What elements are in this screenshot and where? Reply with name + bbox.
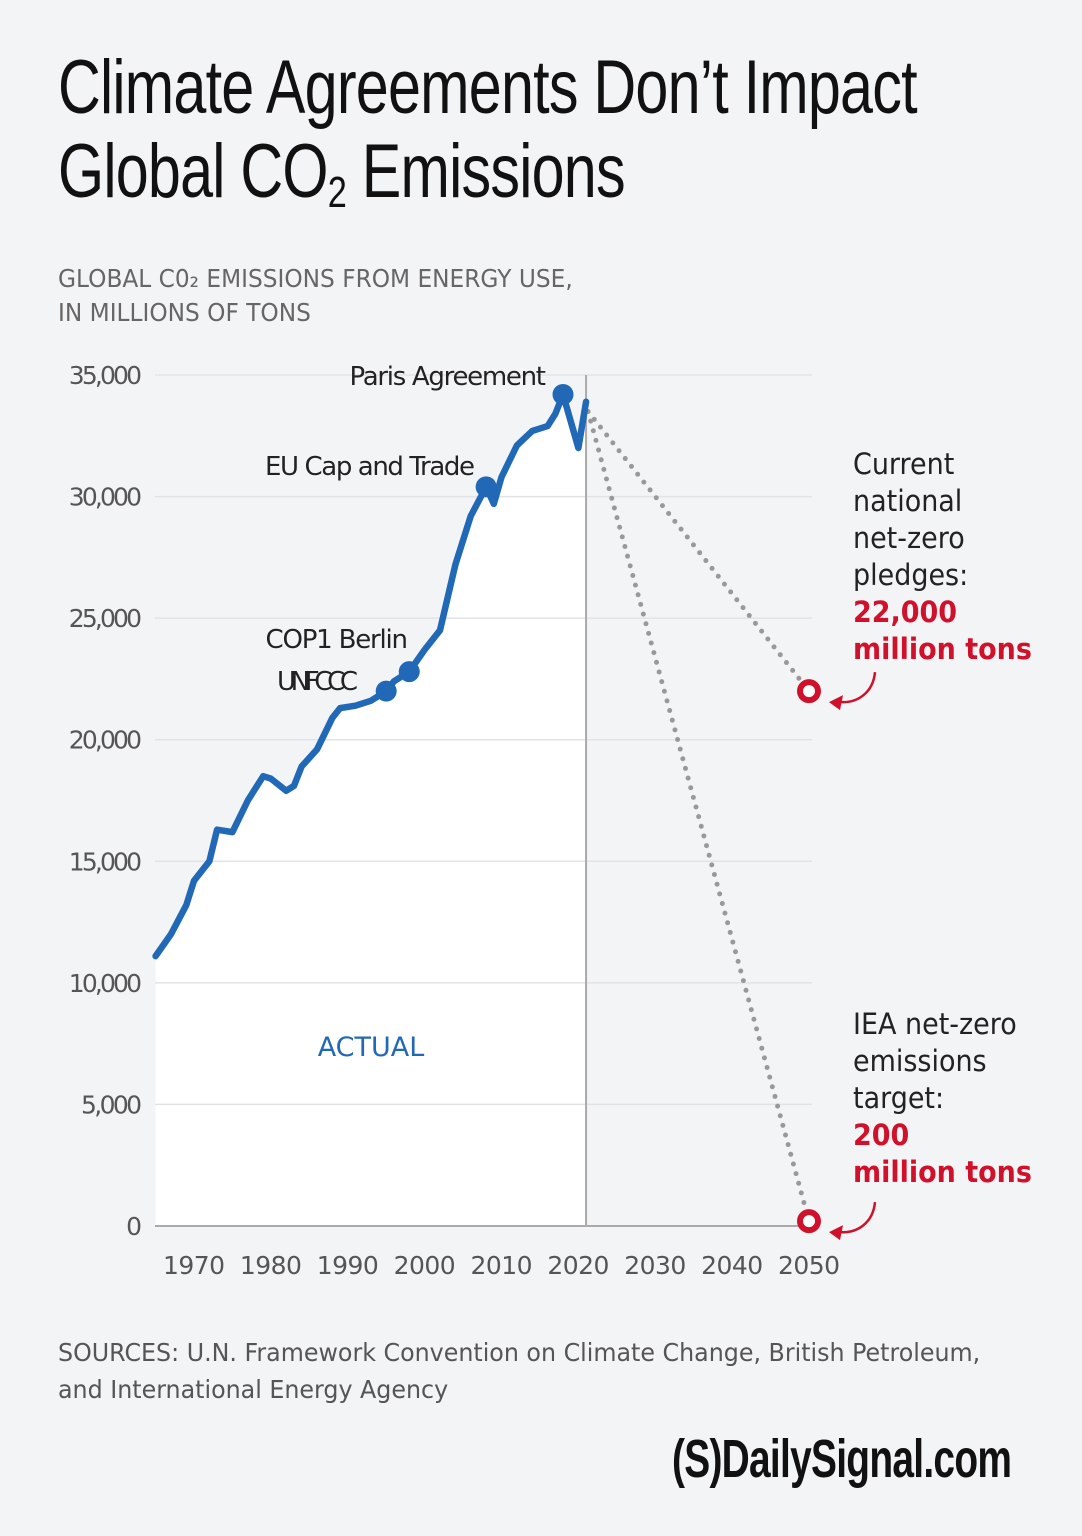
annotation-line: net-zero xyxy=(853,521,965,555)
sources-line-2: and International Energy Agency xyxy=(58,1375,449,1404)
sources-line-1: SOURCES: U.N. Framework Convention on Cl… xyxy=(58,1338,981,1367)
annotation-value: 22,000 xyxy=(853,595,958,629)
event-label: Paris Agreement xyxy=(350,362,547,392)
title-text: Emissions xyxy=(346,129,626,214)
y-tick-label: 20,000 xyxy=(69,726,142,755)
event-marker xyxy=(552,383,574,405)
annotation-value: 200 xyxy=(853,1118,910,1152)
x-tick-label: 2010 xyxy=(471,1251,533,1280)
y-tick-label: 15,000 xyxy=(69,847,142,876)
event-label: UNFCCC xyxy=(277,667,358,697)
x-tick-label: 2040 xyxy=(701,1251,763,1280)
y-tick-label: 0 xyxy=(126,1212,142,1241)
emissions-line xyxy=(152,391,590,960)
x-tick-label: 1990 xyxy=(317,1251,379,1280)
arrow-icon xyxy=(840,671,877,704)
title-line-2: Global CO2 Emissions xyxy=(58,130,917,235)
projection-line xyxy=(585,408,812,694)
target-marker xyxy=(797,1209,821,1234)
x-tick-label: 2020 xyxy=(547,1251,609,1280)
arrow-icon xyxy=(840,1201,877,1234)
area-fill xyxy=(155,394,587,1226)
title-text: Global CO xyxy=(58,129,329,214)
annotation-line: national xyxy=(853,484,963,518)
arrowhead-icon xyxy=(829,695,843,711)
y-tick-label: 5,000 xyxy=(81,1090,142,1119)
x-tick-label: 2030 xyxy=(624,1251,686,1280)
sources-note: SOURCES: U.N. Framework Convention on Cl… xyxy=(58,1334,980,1408)
x-tick-label: 2050 xyxy=(778,1251,840,1280)
annotation-line: target: xyxy=(853,1081,945,1115)
subtitle-line-1: GLOBAL C0₂ EMISSIONS FROM ENERGY USE, xyxy=(58,264,573,293)
event-marker xyxy=(398,661,420,683)
y-tick-label: 30,000 xyxy=(69,483,142,512)
event-label: EU Cap and Trade xyxy=(265,452,475,482)
target-marker xyxy=(797,679,821,704)
x-tick-label: 1970 xyxy=(163,1251,225,1280)
y-tick-label: 10,000 xyxy=(69,969,142,998)
event-marker xyxy=(375,680,397,702)
pledges-annotation: Current national net-zero pledges: 22,00… xyxy=(853,446,1032,668)
annotation-value: million tons xyxy=(853,632,1032,666)
event-label: COP1 Berlin xyxy=(266,625,409,655)
title-subscript: 2 xyxy=(327,168,347,217)
y-tick-label: 35,000 xyxy=(69,361,142,390)
projection-line xyxy=(585,408,812,1224)
title-line-1: Climate Agreements Don’t Impact xyxy=(58,45,918,130)
x-tick-label: 2000 xyxy=(394,1251,456,1280)
daily-signal-logo: (S)DailySignal.com xyxy=(672,1429,1012,1489)
iea-annotation: IEA net-zero emissions target: 200 milli… xyxy=(853,1006,1032,1191)
annotation-line: pledges: xyxy=(853,558,969,592)
page-title: Climate Agreements Don’t Impact Global C… xyxy=(58,45,918,235)
event-marker xyxy=(475,476,497,498)
subtitle-line-2: IN MILLIONS OF TONS xyxy=(58,298,311,327)
annotation-line: Current xyxy=(853,447,955,481)
chart-subtitle: GLOBAL C0₂ EMISSIONS FROM ENERGY USE, IN… xyxy=(58,262,573,330)
y-tick-label: 25,000 xyxy=(69,604,142,633)
annotation-value: million tons xyxy=(853,1155,1032,1189)
x-tick-label: 1980 xyxy=(240,1251,302,1280)
annotation-line: emissions xyxy=(853,1044,987,1078)
arrowhead-icon xyxy=(829,1225,843,1241)
annotation-line: IEA net-zero xyxy=(853,1007,1017,1041)
series-label-actual: ACTUAL xyxy=(318,1032,425,1063)
